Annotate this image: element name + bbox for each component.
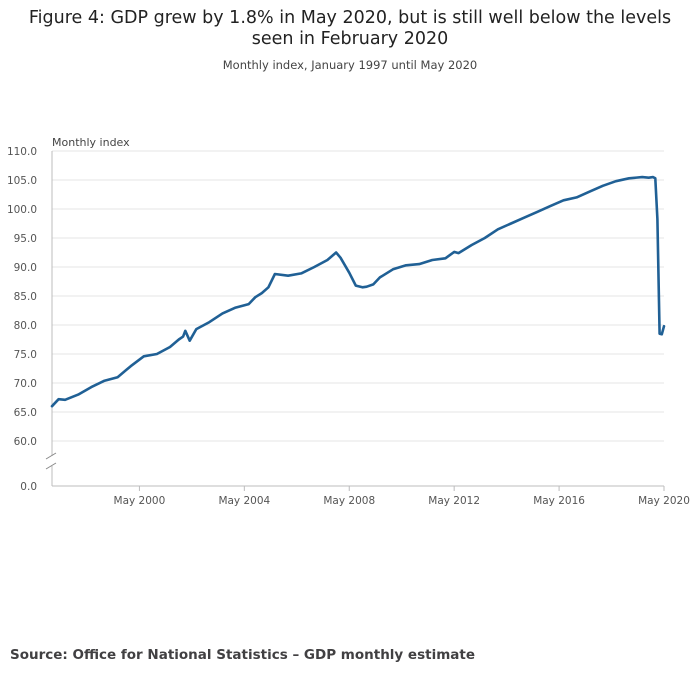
gdp-line-chart: 110.0 105.0 100.0 95.0 90.0 85.0 80.0 75.0 70.0 6… xyxy=(7,136,690,507)
y-axis-label: Monthly index xyxy=(52,136,130,149)
y-tick-label: 65.0 xyxy=(14,407,37,419)
x-tick-label: May 2000 xyxy=(114,495,166,507)
chart-subtitle: Monthly index, January 1997 until May 20… xyxy=(222,58,478,72)
x-tick-label: May 2020 xyxy=(638,495,690,507)
y-tick-label: 95.0 xyxy=(14,233,37,245)
y-tick-label: 110.0 xyxy=(7,146,37,158)
y-tick-label: 60.0 xyxy=(14,436,37,448)
chart-title: Figure 4: GDP grew by 1.8% in May 2020, … xyxy=(0,8,700,50)
y-tick-label: 0.0 xyxy=(20,481,37,493)
y-tick-label: 90.0 xyxy=(14,262,37,274)
y-tick-label: 100.0 xyxy=(7,204,37,216)
x-tick-label: May 2012 xyxy=(428,495,480,507)
x-tick-label: May 2016 xyxy=(533,495,585,507)
axis-break-mark xyxy=(45,462,57,470)
x-tick-label: May 2004 xyxy=(218,495,270,507)
gdp-series-line xyxy=(50,175,666,408)
y-tick-label: 70.0 xyxy=(14,378,37,390)
source-note: Source: Office for National Statistics –… xyxy=(10,647,475,663)
y-tick-label: 80.0 xyxy=(14,320,37,332)
axis-break-mark xyxy=(45,452,57,460)
y-tick-label: 105.0 xyxy=(7,175,37,187)
y-tick-label: 75.0 xyxy=(14,349,37,361)
chart-title-line-2: seen in February 2020 xyxy=(251,29,449,49)
chart-title-line-1: Figure 4: GDP grew by 1.8% in May 2020, … xyxy=(28,8,672,28)
y-tick-label: 85.0 xyxy=(14,291,37,303)
x-tick-label: May 2008 xyxy=(323,495,375,507)
